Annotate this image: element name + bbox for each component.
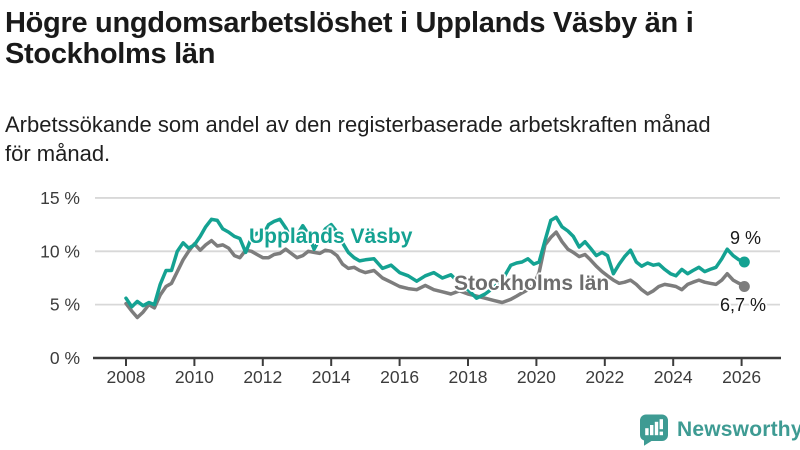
- series-label-stockholms-lan: Stockholms län: [454, 272, 610, 295]
- svg-text:0 %: 0 %: [50, 348, 80, 368]
- svg-text:2020: 2020: [517, 367, 556, 387]
- svg-text:2014: 2014: [312, 367, 351, 387]
- end-value-label-stockholms-lan: 6,7 %: [720, 295, 767, 315]
- svg-text:2008: 2008: [107, 367, 146, 387]
- svg-text:2022: 2022: [585, 367, 624, 387]
- svg-text:2010: 2010: [175, 367, 214, 387]
- title-line-2: Stockholms län: [5, 38, 216, 70]
- newsworthy-wordmark: Newsworthy: [677, 418, 800, 441]
- page-title: Högre ungdomsarbetslöshet i Upplands Väs…: [5, 8, 800, 70]
- title-line-1: Högre ungdomsarbetslöshet i Upplands Väs…: [5, 7, 694, 39]
- svg-text:2026: 2026: [722, 367, 761, 387]
- end-value-label-upplands-vasby: 9 %: [730, 228, 762, 248]
- svg-text:2016: 2016: [380, 367, 419, 387]
- svg-text:5 %: 5 %: [50, 295, 80, 315]
- line-chart: 0 % 5 % 10 % 15 % 2008 2010 2012 2014 2016 2018 20…: [40, 188, 781, 387]
- subtitle-line-1: Arbetssökande som andel av den registerb…: [5, 112, 711, 137]
- newsworthy-bar-chart-bubble-icon: [640, 414, 668, 446]
- svg-text:2024: 2024: [654, 367, 693, 387]
- svg-text:2018: 2018: [449, 367, 488, 387]
- chart-subtitle: Arbetssökande som andel av den registerb…: [5, 110, 800, 168]
- svg-text:15 %: 15 %: [40, 188, 80, 208]
- svg-text:2012: 2012: [243, 367, 282, 387]
- subtitle-line-2: för månad.: [5, 141, 111, 166]
- series-label-upplands-vasby: Upplands Väsby: [249, 225, 413, 248]
- svg-text:10 %: 10 %: [40, 241, 80, 261]
- newsworthy-logo[interactable]: Newsworthy: [639, 414, 800, 446]
